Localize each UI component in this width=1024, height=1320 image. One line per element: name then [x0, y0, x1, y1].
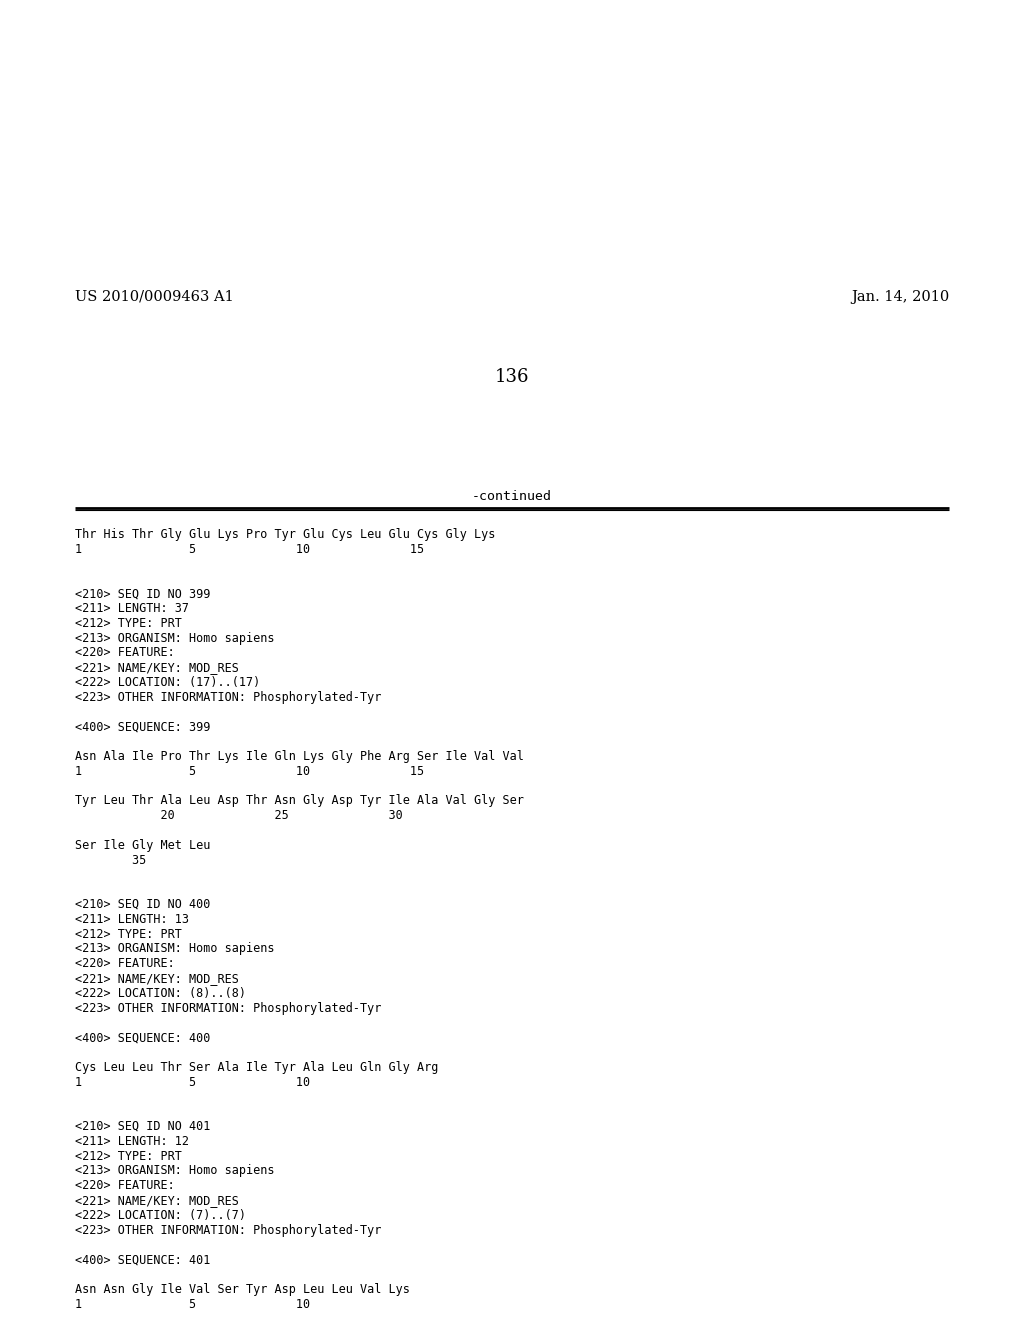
Text: 1               5              10: 1 5 10	[75, 1076, 310, 1089]
Text: <213> ORGANISM: Homo sapiens: <213> ORGANISM: Homo sapiens	[75, 942, 274, 956]
Text: Asn Ala Ile Pro Thr Lys Ile Gln Lys Gly Phe Arg Ser Ile Val Val: Asn Ala Ile Pro Thr Lys Ile Gln Lys Gly …	[75, 750, 523, 763]
Text: Asn Asn Gly Ile Val Ser Tyr Asp Leu Leu Val Lys: Asn Asn Gly Ile Val Ser Tyr Asp Leu Leu …	[75, 1283, 410, 1296]
Text: 136: 136	[495, 368, 529, 385]
Text: 1               5              10              15: 1 5 10 15	[75, 543, 424, 556]
Text: <213> ORGANISM: Homo sapiens: <213> ORGANISM: Homo sapiens	[75, 631, 274, 644]
Text: <223> OTHER INFORMATION: Phosphorylated-Tyr: <223> OTHER INFORMATION: Phosphorylated-…	[75, 1224, 381, 1237]
Text: <212> TYPE: PRT: <212> TYPE: PRT	[75, 1150, 181, 1163]
Text: <221> NAME/KEY: MOD_RES: <221> NAME/KEY: MOD_RES	[75, 1195, 239, 1206]
Text: <220> FEATURE:: <220> FEATURE:	[75, 647, 174, 660]
Text: Jan. 14, 2010: Jan. 14, 2010	[851, 290, 949, 304]
Text: Cys Leu Leu Thr Ser Ala Ile Tyr Ala Leu Gln Gly Arg: Cys Leu Leu Thr Ser Ala Ile Tyr Ala Leu …	[75, 1061, 438, 1073]
Text: <223> OTHER INFORMATION: Phosphorylated-Tyr: <223> OTHER INFORMATION: Phosphorylated-…	[75, 690, 381, 704]
Text: <400> SEQUENCE: 401: <400> SEQUENCE: 401	[75, 1253, 210, 1266]
Text: <222> LOCATION: (17)..(17): <222> LOCATION: (17)..(17)	[75, 676, 260, 689]
Text: Thr His Thr Gly Glu Lys Pro Tyr Glu Cys Leu Glu Cys Gly Lys: Thr His Thr Gly Glu Lys Pro Tyr Glu Cys …	[75, 528, 496, 541]
Text: <221> NAME/KEY: MOD_RES: <221> NAME/KEY: MOD_RES	[75, 972, 239, 985]
Text: <213> ORGANISM: Homo sapiens: <213> ORGANISM: Homo sapiens	[75, 1164, 274, 1177]
Text: <210> SEQ ID NO 401: <210> SEQ ID NO 401	[75, 1119, 210, 1133]
Text: 20              25              30: 20 25 30	[75, 809, 402, 822]
Text: <210> SEQ ID NO 399: <210> SEQ ID NO 399	[75, 587, 210, 601]
Text: <211> LENGTH: 12: <211> LENGTH: 12	[75, 1135, 188, 1148]
Text: <223> OTHER INFORMATION: Phosphorylated-Tyr: <223> OTHER INFORMATION: Phosphorylated-…	[75, 1002, 381, 1015]
Text: 1               5              10              15: 1 5 10 15	[75, 764, 424, 777]
Text: Ser Ile Gly Met Leu: Ser Ile Gly Met Leu	[75, 838, 210, 851]
Text: <220> FEATURE:: <220> FEATURE:	[75, 957, 174, 970]
Text: -continued: -continued	[472, 490, 552, 503]
Text: <221> NAME/KEY: MOD_RES: <221> NAME/KEY: MOD_RES	[75, 661, 239, 675]
Text: <211> LENGTH: 13: <211> LENGTH: 13	[75, 913, 188, 925]
Text: <211> LENGTH: 37: <211> LENGTH: 37	[75, 602, 188, 615]
Text: Tyr Leu Thr Ala Leu Asp Thr Asn Gly Asp Tyr Ile Ala Val Gly Ser: Tyr Leu Thr Ala Leu Asp Thr Asn Gly Asp …	[75, 795, 523, 808]
Text: <400> SEQUENCE: 400: <400> SEQUENCE: 400	[75, 1031, 210, 1044]
Text: <212> TYPE: PRT: <212> TYPE: PRT	[75, 928, 181, 941]
Text: <222> LOCATION: (7)..(7): <222> LOCATION: (7)..(7)	[75, 1209, 246, 1222]
Text: <220> FEATURE:: <220> FEATURE:	[75, 1179, 174, 1192]
Text: <400> SEQUENCE: 399: <400> SEQUENCE: 399	[75, 721, 210, 734]
Text: <210> SEQ ID NO 400: <210> SEQ ID NO 400	[75, 898, 210, 911]
Text: 1               5              10: 1 5 10	[75, 1298, 310, 1311]
Text: <212> TYPE: PRT: <212> TYPE: PRT	[75, 616, 181, 630]
Text: <222> LOCATION: (8)..(8): <222> LOCATION: (8)..(8)	[75, 987, 246, 999]
Text: 35: 35	[75, 854, 146, 867]
Text: US 2010/0009463 A1: US 2010/0009463 A1	[75, 290, 233, 304]
